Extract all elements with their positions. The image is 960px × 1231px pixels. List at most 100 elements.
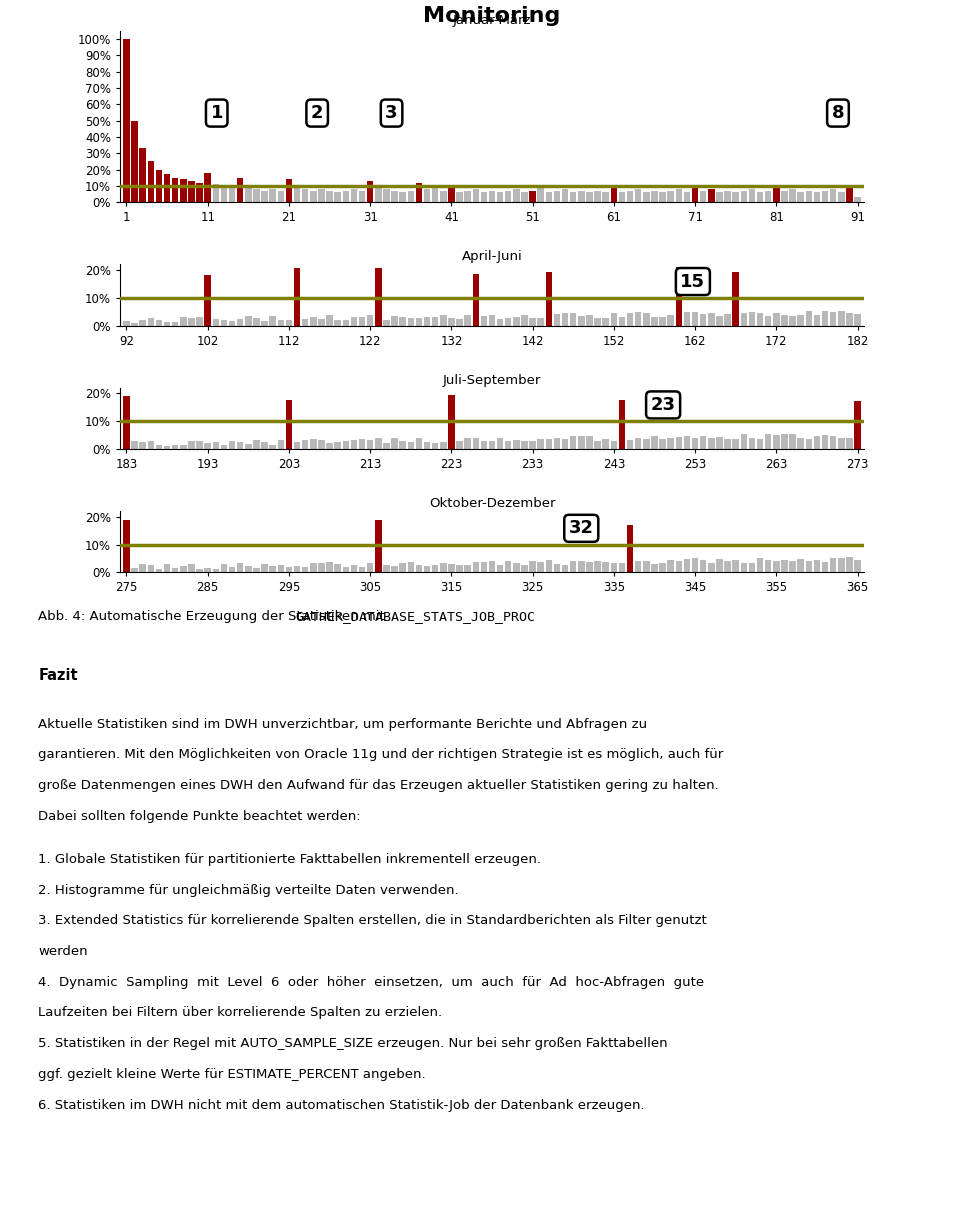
- Bar: [294, 442, 300, 449]
- Bar: [156, 320, 162, 326]
- Bar: [497, 192, 503, 202]
- Bar: [651, 436, 658, 449]
- Bar: [383, 190, 390, 202]
- Bar: [212, 319, 219, 326]
- Bar: [164, 175, 170, 202]
- Bar: [383, 320, 390, 326]
- Bar: [253, 439, 260, 449]
- Bar: [562, 313, 568, 326]
- Text: Fazit: Fazit: [38, 668, 78, 683]
- Bar: [245, 316, 252, 326]
- Bar: [318, 319, 324, 326]
- Bar: [310, 191, 317, 202]
- Bar: [756, 558, 763, 572]
- Bar: [204, 172, 211, 202]
- Bar: [132, 121, 138, 202]
- Bar: [643, 560, 650, 572]
- Bar: [481, 441, 487, 449]
- Bar: [399, 192, 406, 202]
- Bar: [798, 559, 804, 572]
- Bar: [489, 441, 495, 449]
- Bar: [684, 559, 690, 572]
- Bar: [188, 441, 195, 449]
- Bar: [310, 563, 317, 572]
- Bar: [416, 182, 422, 202]
- Bar: [343, 441, 349, 449]
- Bar: [538, 563, 544, 572]
- Bar: [578, 316, 585, 326]
- Bar: [432, 565, 439, 572]
- Bar: [367, 181, 373, 202]
- Bar: [708, 564, 714, 572]
- Text: garantieren. Mit den Möglichkeiten von Oracle 11g und der richtigen Strategie is: garantieren. Mit den Möglichkeiten von O…: [38, 748, 724, 761]
- Bar: [603, 438, 609, 449]
- Bar: [253, 190, 260, 202]
- Bar: [732, 439, 739, 449]
- Bar: [188, 564, 195, 572]
- Bar: [651, 318, 658, 326]
- Bar: [172, 444, 179, 449]
- Bar: [497, 565, 503, 572]
- Text: Dabei sollten folgende Punkte beachtet werden:: Dabei sollten folgende Punkte beachtet w…: [38, 810, 361, 822]
- Text: GATHER_DATABASE_STATS_JOB_PROC: GATHER_DATABASE_STATS_JOB_PROC: [296, 611, 536, 623]
- Bar: [700, 436, 707, 449]
- Bar: [594, 318, 601, 326]
- Bar: [261, 321, 268, 326]
- Bar: [416, 565, 422, 572]
- Bar: [343, 191, 349, 202]
- Bar: [611, 441, 617, 449]
- Bar: [814, 436, 820, 449]
- Bar: [587, 315, 592, 326]
- Bar: [277, 439, 284, 449]
- Bar: [635, 311, 641, 326]
- Bar: [448, 395, 455, 449]
- Bar: [814, 192, 820, 202]
- Text: Laufzeiten bei Filtern über korrelierende Spalten zu erzielen.: Laufzeiten bei Filtern über korrelierend…: [38, 1007, 443, 1019]
- Bar: [489, 191, 495, 202]
- Bar: [789, 435, 796, 449]
- Bar: [334, 442, 341, 449]
- Bar: [156, 569, 162, 572]
- Text: Juli-September: Juli-September: [443, 373, 541, 387]
- Bar: [822, 435, 828, 449]
- Bar: [221, 186, 228, 202]
- Bar: [326, 191, 333, 202]
- Bar: [465, 565, 471, 572]
- Bar: [513, 190, 519, 202]
- Bar: [416, 318, 422, 326]
- Bar: [829, 190, 836, 202]
- Bar: [618, 400, 625, 449]
- Bar: [635, 561, 641, 572]
- Bar: [765, 435, 772, 449]
- Bar: [708, 438, 714, 449]
- Bar: [489, 315, 495, 326]
- Bar: [570, 436, 576, 449]
- Bar: [197, 569, 203, 572]
- Bar: [814, 560, 820, 572]
- Bar: [148, 318, 155, 326]
- Bar: [603, 318, 609, 326]
- Bar: [318, 441, 324, 449]
- Bar: [838, 192, 845, 202]
- Bar: [554, 191, 561, 202]
- Bar: [334, 565, 341, 572]
- Text: 15: 15: [681, 272, 706, 291]
- Bar: [180, 566, 186, 572]
- Bar: [188, 319, 195, 326]
- Bar: [318, 564, 324, 572]
- Bar: [611, 563, 617, 572]
- Bar: [724, 191, 731, 202]
- Bar: [204, 569, 211, 572]
- Bar: [781, 315, 787, 326]
- Bar: [270, 190, 276, 202]
- Bar: [700, 560, 707, 572]
- Bar: [603, 563, 609, 572]
- Bar: [562, 565, 568, 572]
- Bar: [521, 565, 528, 572]
- Bar: [123, 395, 130, 449]
- Bar: [432, 443, 439, 449]
- Bar: [367, 564, 373, 572]
- Bar: [408, 191, 414, 202]
- Bar: [562, 190, 568, 202]
- Bar: [724, 560, 731, 572]
